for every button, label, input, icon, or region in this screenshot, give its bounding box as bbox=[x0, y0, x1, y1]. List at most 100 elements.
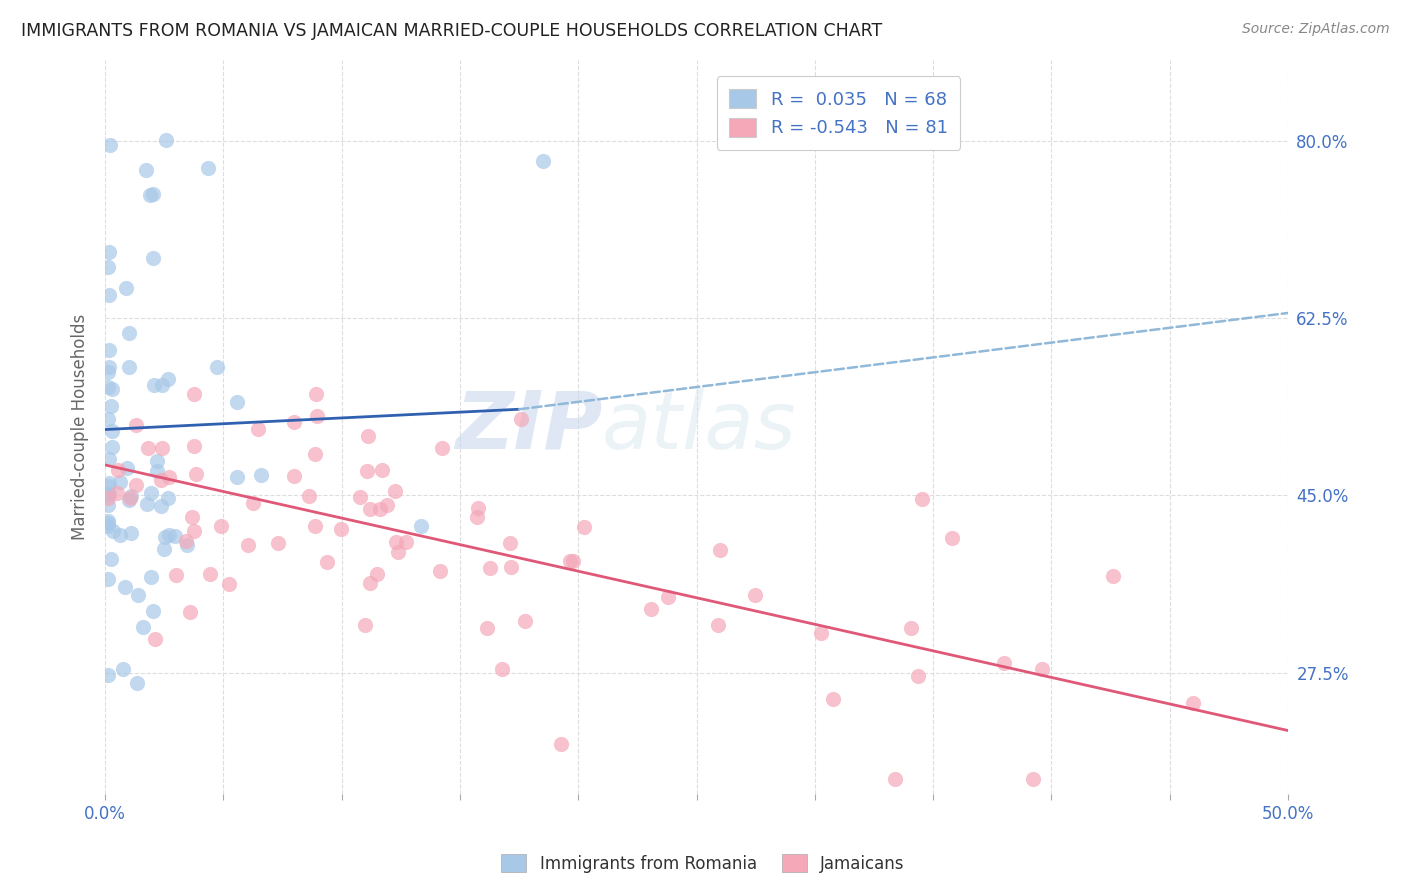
Point bbox=[114, 580, 136, 594]
Point bbox=[430, 442, 453, 456]
Point bbox=[353, 618, 375, 632]
Point bbox=[105, 485, 128, 500]
Point bbox=[118, 491, 141, 505]
Point bbox=[709, 542, 731, 557]
Point bbox=[120, 489, 142, 503]
Point bbox=[174, 533, 197, 548]
Point bbox=[329, 522, 352, 536]
Point bbox=[183, 387, 205, 401]
Point bbox=[395, 535, 418, 549]
Point bbox=[226, 395, 249, 409]
Point bbox=[98, 451, 121, 466]
Point bbox=[139, 570, 162, 584]
Point bbox=[118, 493, 141, 508]
Point bbox=[884, 772, 907, 787]
Point bbox=[1102, 569, 1125, 583]
Point bbox=[97, 260, 120, 274]
Point bbox=[218, 577, 240, 591]
Point bbox=[146, 464, 169, 478]
Point bbox=[242, 496, 264, 510]
Point bbox=[305, 387, 328, 401]
Point bbox=[101, 383, 124, 397]
Point bbox=[125, 477, 148, 491]
Point bbox=[149, 473, 172, 487]
Point bbox=[120, 525, 142, 540]
Point bbox=[97, 514, 120, 528]
Point bbox=[139, 188, 162, 202]
Point bbox=[142, 604, 165, 618]
Point bbox=[152, 542, 174, 557]
Point bbox=[98, 486, 121, 500]
Point bbox=[467, 500, 489, 515]
Point bbox=[97, 487, 120, 501]
Point bbox=[368, 501, 391, 516]
Point bbox=[136, 441, 159, 455]
Point bbox=[118, 326, 141, 340]
Point bbox=[97, 380, 120, 394]
Point bbox=[112, 662, 135, 676]
Point bbox=[356, 464, 378, 478]
Point bbox=[97, 479, 120, 493]
Point bbox=[371, 463, 394, 477]
Point bbox=[467, 509, 489, 524]
Text: atlas: atlas bbox=[602, 388, 797, 466]
Point bbox=[97, 519, 120, 533]
Point bbox=[97, 491, 120, 506]
Point bbox=[283, 415, 305, 429]
Point bbox=[657, 591, 679, 605]
Point bbox=[359, 502, 381, 516]
Point bbox=[315, 555, 337, 569]
Point bbox=[531, 153, 554, 168]
Point bbox=[387, 544, 409, 558]
Point bbox=[150, 378, 173, 392]
Point bbox=[100, 399, 122, 413]
Point bbox=[142, 251, 165, 265]
Point bbox=[1022, 772, 1045, 787]
Point bbox=[198, 566, 221, 581]
Point bbox=[142, 186, 165, 201]
Point bbox=[97, 498, 120, 512]
Point bbox=[1182, 696, 1205, 710]
Point bbox=[150, 499, 173, 513]
Point bbox=[176, 538, 198, 552]
Point bbox=[97, 516, 120, 530]
Point bbox=[115, 461, 138, 475]
Point bbox=[207, 360, 229, 375]
Text: Source: ZipAtlas.com: Source: ZipAtlas.com bbox=[1241, 22, 1389, 37]
Point bbox=[103, 524, 125, 538]
Point bbox=[97, 365, 120, 379]
Point bbox=[375, 498, 398, 512]
Legend: R =  0.035   N = 68, R = -0.543   N = 81: R = 0.035 N = 68, R = -0.543 N = 81 bbox=[717, 76, 960, 150]
Point bbox=[478, 561, 501, 575]
Point bbox=[157, 470, 180, 484]
Point bbox=[179, 605, 201, 619]
Point bbox=[349, 491, 371, 505]
Point bbox=[101, 440, 124, 454]
Point bbox=[139, 486, 162, 500]
Point bbox=[97, 412, 120, 426]
Point bbox=[305, 409, 328, 423]
Point bbox=[156, 372, 179, 386]
Point bbox=[157, 527, 180, 541]
Point bbox=[114, 281, 136, 295]
Point bbox=[118, 359, 141, 374]
Point bbox=[429, 564, 451, 578]
Point bbox=[97, 572, 120, 586]
Point bbox=[97, 288, 120, 302]
Point bbox=[209, 518, 232, 533]
Point bbox=[225, 470, 247, 484]
Point bbox=[900, 621, 922, 635]
Point bbox=[98, 137, 121, 152]
Point bbox=[550, 737, 572, 751]
Point bbox=[491, 662, 513, 676]
Point bbox=[183, 524, 205, 538]
Point bbox=[97, 343, 120, 357]
Point bbox=[143, 377, 166, 392]
Point bbox=[165, 568, 187, 582]
Point bbox=[108, 528, 131, 542]
Point bbox=[509, 411, 531, 425]
Point bbox=[411, 519, 433, 533]
Point bbox=[127, 588, 149, 602]
Point bbox=[501, 559, 523, 574]
Point bbox=[384, 484, 406, 499]
